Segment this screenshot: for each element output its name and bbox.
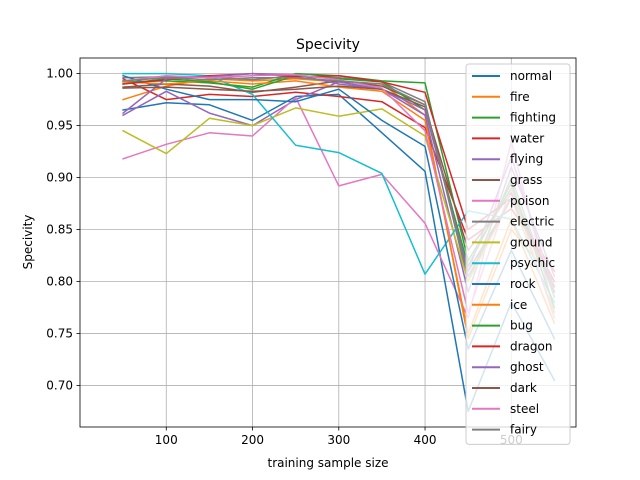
y-tick-label: 0.95 <box>46 119 73 133</box>
chart-title: Specivity <box>296 37 360 53</box>
x-axis-title: training sample size <box>267 456 388 470</box>
legend-label-ice: ice <box>510 298 527 312</box>
y-tick-label: 0.85 <box>46 223 73 237</box>
legend-label-normal: normal <box>510 69 552 83</box>
legend-label-psychic: psychic <box>510 256 555 270</box>
legend-label-ghost: ghost <box>510 360 544 374</box>
y-tick-label: 0.70 <box>46 378 73 392</box>
legend-label-dragon: dragon <box>510 339 552 353</box>
y-tick-label: 0.80 <box>46 274 73 288</box>
x-tick-label: 300 <box>327 433 350 447</box>
legend-label-grass: grass <box>510 173 542 187</box>
legend-label-water: water <box>510 131 544 145</box>
legend-label-fairy: fairy <box>510 423 537 437</box>
legend: normal fire fighting water flying grass poison… <box>465 63 571 445</box>
legend-label-fighting: fighting <box>510 111 556 125</box>
legend-label-dark: dark <box>510 381 537 395</box>
y-tick-label: 0.90 <box>46 171 73 185</box>
x-tick-label: 100 <box>155 433 178 447</box>
y-axis-title: Specivity <box>21 215 35 270</box>
legend-label-poison: poison <box>510 194 550 208</box>
legend-label-steel: steel <box>510 402 539 416</box>
y-tick-label: 0.75 <box>46 326 73 340</box>
x-tick-label: 400 <box>414 433 437 447</box>
legend-label-electric: electric <box>510 215 554 229</box>
x-tick-label: 200 <box>241 433 264 447</box>
plot-frame <box>79 57 577 428</box>
y-tick-label: 1.00 <box>46 67 73 81</box>
legend-label-flying: flying <box>510 152 543 166</box>
legend-label-ground: ground <box>510 235 552 249</box>
legend-label-rock: rock <box>510 277 536 291</box>
legend-label-fire: fire <box>510 90 530 104</box>
legend-label-bug: bug <box>510 319 533 333</box>
